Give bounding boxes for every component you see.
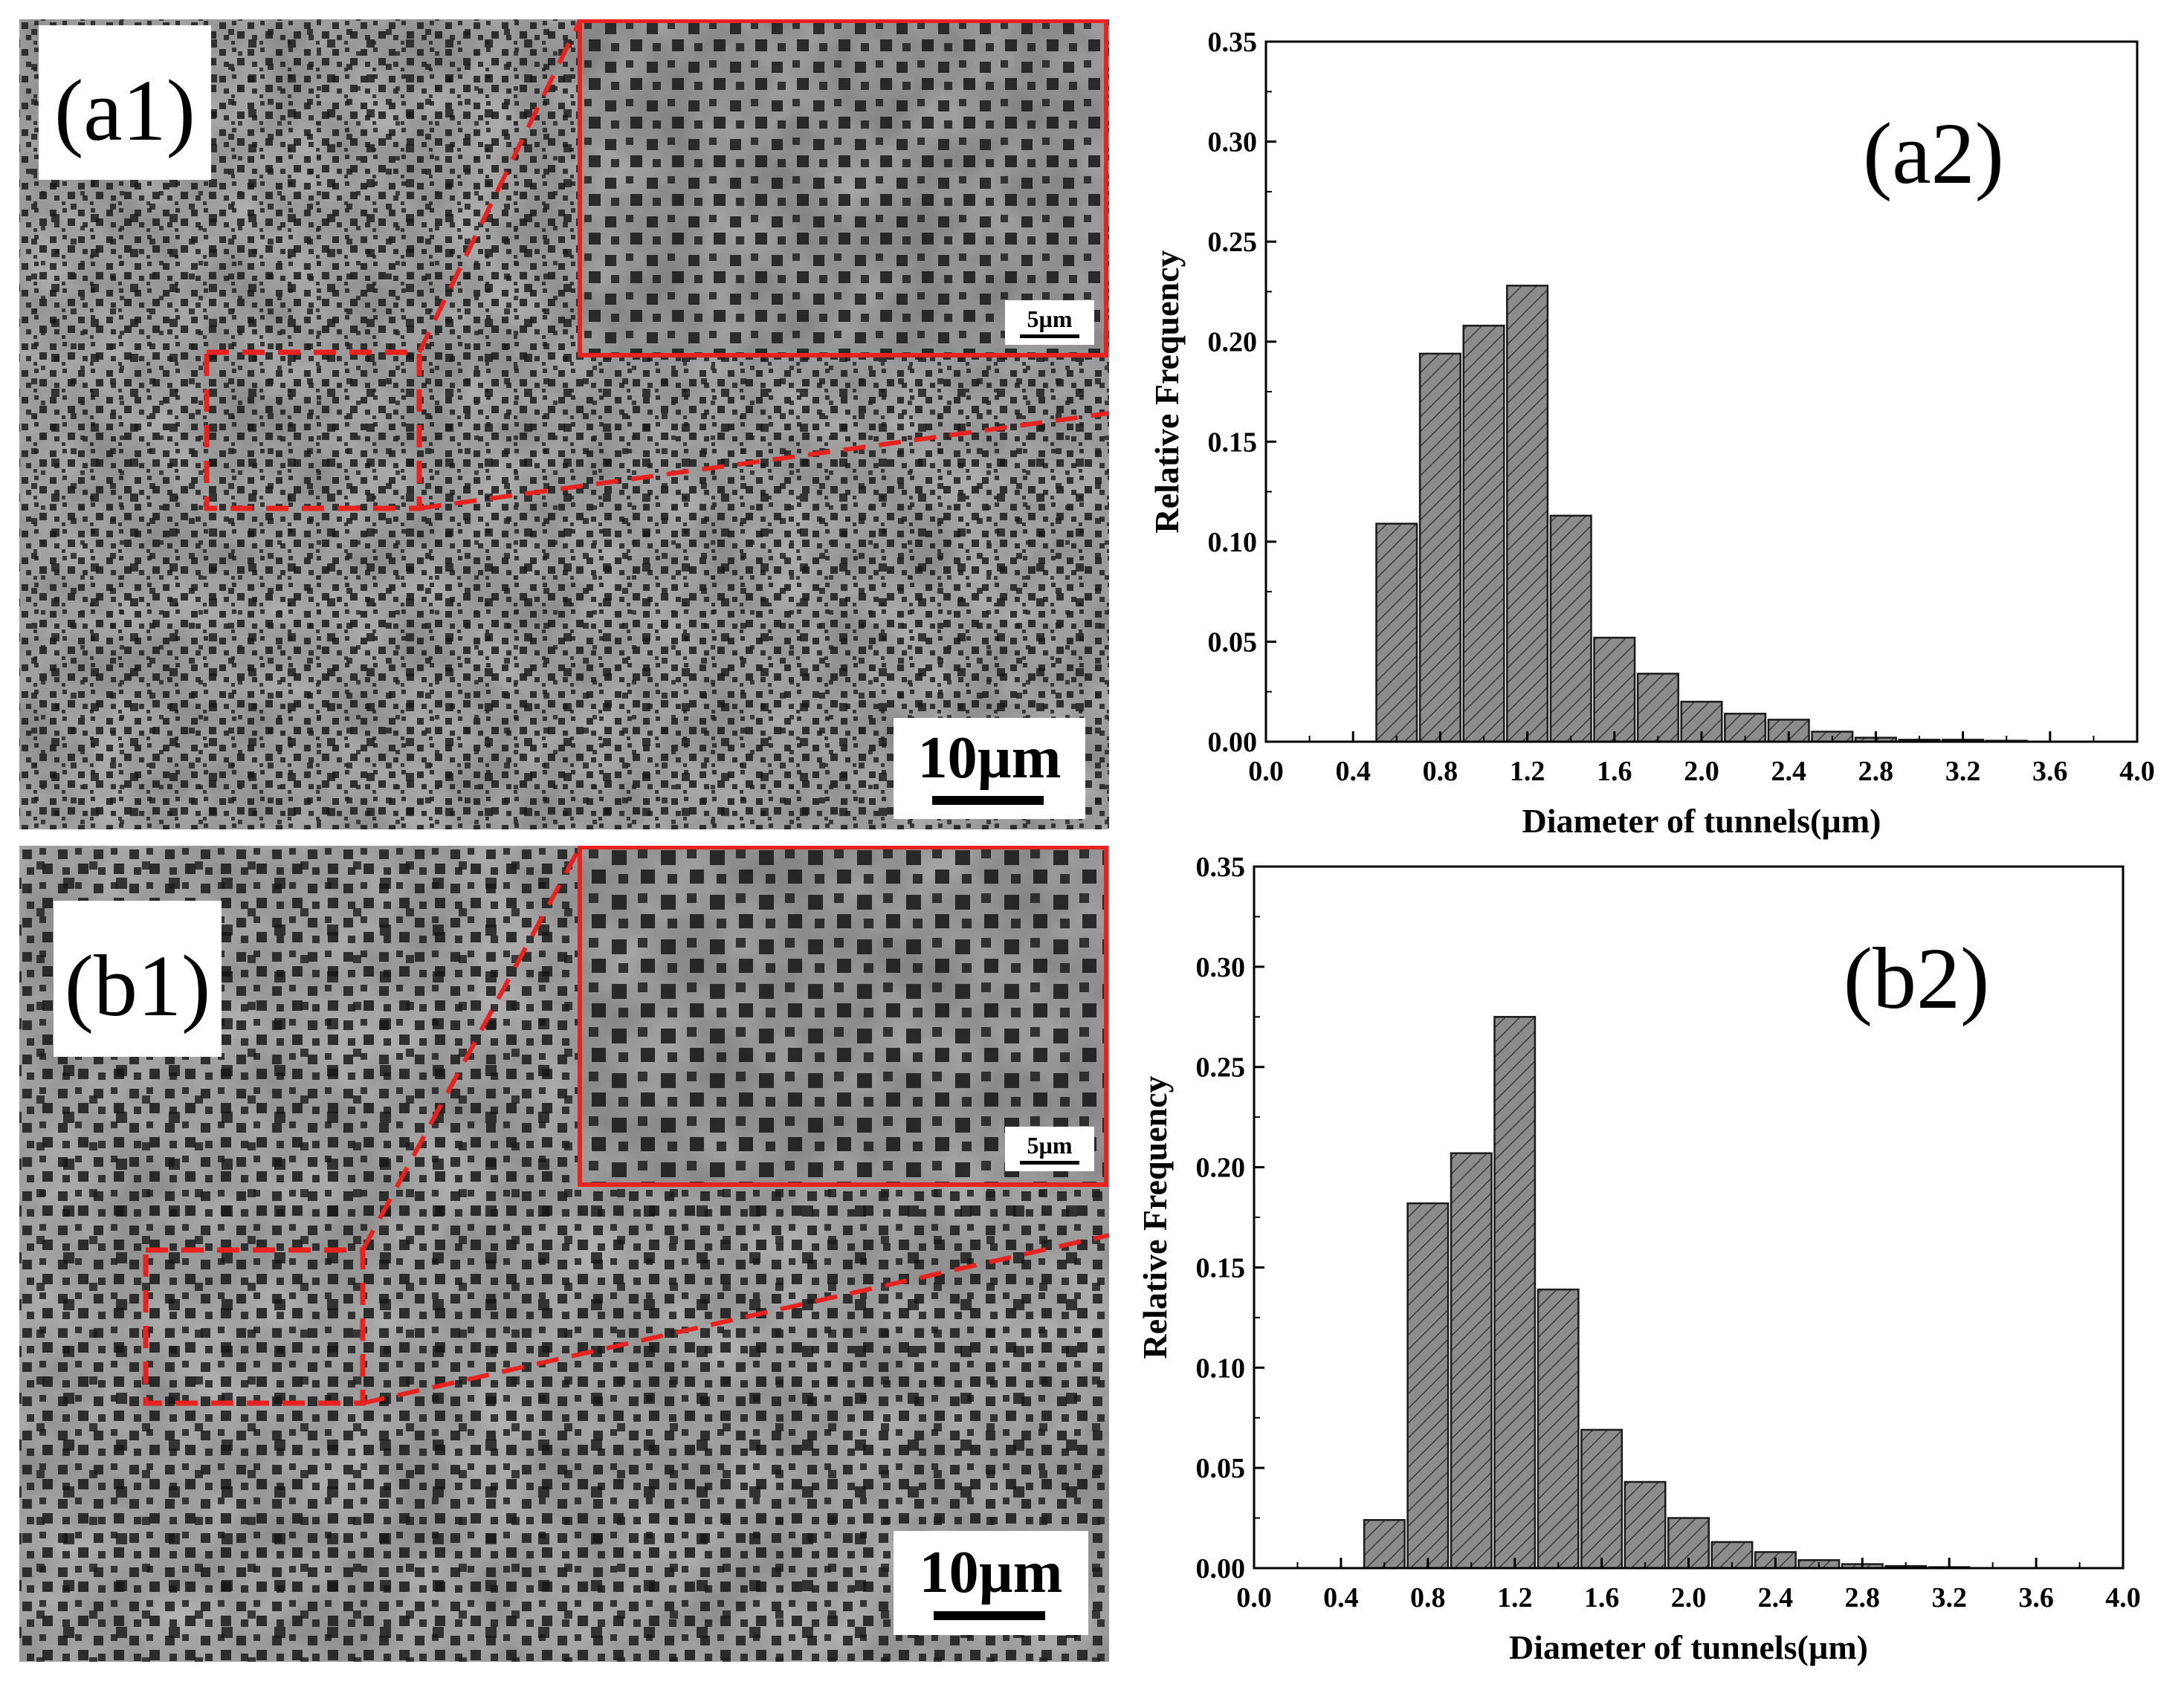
x-tick-label: 3.2: [1945, 756, 1981, 787]
x-tick-label: 3.2: [1931, 1582, 1967, 1613]
histogram-bar: [1580, 1428, 1624, 1570]
y-axis-label: Relative Frequency: [1136, 1075, 1174, 1359]
chart-b2-svg: 0.0 0.4 0.8 1.2 1.6 2.0 2.4 2.8 3.2 3.6 4.0 0.00 0.0…: [1136, 852, 2141, 1666]
x-tick-label: 2.0: [1684, 756, 1719, 787]
connector-line: [362, 1233, 1109, 1405]
histogram-bar: [1462, 324, 1505, 743]
x-tick-label: 2.8: [1858, 756, 1894, 787]
y-tick-label: 0.25: [1196, 1052, 1246, 1084]
plot-frame: [1253, 865, 2125, 1570]
x-tick-label: 4.0: [2119, 756, 2155, 787]
y-tick-label: 0.25: [1208, 227, 1258, 258]
x-tick-label: 3.6: [2032, 756, 2068, 787]
x-axis-label: Diameter of tunnels(µm): [1522, 802, 1881, 840]
y-tick-label: 0.00: [1208, 727, 1258, 758]
panel-label-b2: (b2): [1844, 930, 1990, 1027]
inset-scale-bar: [1020, 334, 1079, 338]
x-tick-label: 1.2: [1497, 1582, 1533, 1613]
x-tick-label: 2.4: [1758, 1582, 1794, 1613]
selection-box: [204, 349, 422, 511]
panel-label-b1: (b1): [65, 937, 211, 1035]
scale-label: 10µm: [920, 1540, 1063, 1605]
sem-image-b1: (b1) 5µm 10µm: [19, 846, 1109, 1662]
y-tick-label: 0.05: [1196, 1453, 1246, 1484]
x-tick-label: 0.4: [1323, 1582, 1359, 1613]
histogram-bar: [1710, 1541, 1754, 1570]
x-tick-label: 1.6: [1597, 756, 1632, 787]
connector-line: [417, 19, 582, 354]
y-tick-label: 0.30: [1208, 127, 1258, 158]
y-tick-label: 0.20: [1208, 327, 1258, 358]
histogram-bar: [1636, 673, 1679, 743]
x-tick-label: 2.4: [1771, 756, 1806, 787]
x-tick-label: 3.6: [2018, 1582, 2054, 1613]
panel-label-a1: (a1): [54, 62, 196, 159]
histogram-bar: [1624, 1480, 1667, 1570]
y-tick-label: 0.10: [1208, 527, 1258, 558]
x-tick-label: 0.0: [1248, 756, 1284, 787]
scale-bar: [932, 796, 1044, 805]
x-tick-label: 4.0: [2105, 1582, 2141, 1613]
inset-scale-bar: [1020, 1161, 1079, 1165]
y-tick-label: 0.15: [1208, 427, 1258, 458]
x-tick-label: 0.8: [1423, 756, 1458, 787]
scale-label: 10µm: [918, 725, 1062, 791]
y-tick-label: 0.00: [1196, 1553, 1246, 1584]
y-tick-label: 0.10: [1196, 1353, 1246, 1384]
x-tick-label: 1.6: [1584, 1582, 1620, 1613]
histogram-bar: [1506, 285, 1549, 743]
inset-scale-label: 5µm: [1027, 1132, 1072, 1159]
x-tick-label: 0.8: [1410, 1582, 1446, 1613]
inset-scale-label: 5µm: [1027, 305, 1072, 332]
histogram-b2: 0.0 0.4 0.8 1.2 1.6 2.0 2.4 2.8 3.2 3.6 4.0 0.00 0.0…: [1130, 847, 2184, 1686]
x-tick-label: 2.8: [1845, 1582, 1881, 1613]
y-tick-label: 0.30: [1196, 952, 1246, 983]
chart-a2-svg: 0.0 0.4 0.8 1.2 1.6 2.0 2.4 2.8 3.2 3.6 4.0 0.00 0.0…: [1148, 27, 2155, 840]
histogram-bar: [1537, 1288, 1580, 1570]
y-tick-label: 0.20: [1196, 1153, 1246, 1184]
scale-bar: [934, 1611, 1045, 1620]
histogram-bar: [1418, 352, 1461, 743]
x-tick-label: 1.2: [1510, 756, 1545, 787]
y-axis-label: Relative Frequency: [1148, 250, 1186, 533]
panel-label-box: [54, 901, 222, 1057]
connector-line: [419, 411, 1109, 511]
y-tick-label: 0.05: [1208, 627, 1258, 658]
connector-line: [361, 846, 582, 1252]
panel-label-a2: (a2): [1863, 105, 2004, 202]
histogram-bar: [1450, 1152, 1493, 1570]
x-tick-label: 0.0: [1236, 1582, 1272, 1613]
histogram-bar: [1593, 636, 1636, 743]
selection-box: [143, 1247, 366, 1406]
histogram-bar: [1363, 1519, 1406, 1570]
x-tick-label: 2.0: [1671, 1582, 1707, 1613]
histogram-bar: [1406, 1202, 1450, 1570]
x-tick-label: 0.4: [1335, 756, 1371, 787]
inset-frame: [578, 19, 1108, 357]
histogram-a2: 0.0 0.4 0.8 1.2 1.6 2.0 2.4 2.8 3.2 3.6 4.0 0.00 0.0…: [1145, 0, 2184, 847]
panel-label-box: [39, 25, 211, 180]
y-tick-label: 0.35: [1208, 27, 1258, 58]
x-axis-label: Diameter of tunnels(µm): [1509, 1628, 1868, 1666]
histogram-bar: [1375, 522, 1418, 743]
histogram-bar: [1549, 514, 1592, 743]
sem-image-a1: (a1) 5µm 10µm: [19, 19, 1109, 829]
y-tick-label: 0.35: [1196, 852, 1246, 883]
histogram-bar: [1493, 1016, 1537, 1570]
y-tick-label: 0.15: [1196, 1252, 1246, 1283]
inset-frame: [578, 846, 1108, 1187]
